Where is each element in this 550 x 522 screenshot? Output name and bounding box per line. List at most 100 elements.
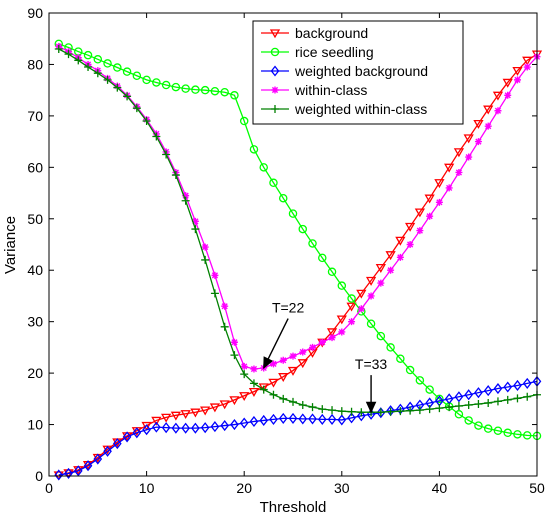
data-point bbox=[240, 370, 249, 379]
data-point bbox=[464, 389, 474, 401]
y-tick-label: 60 bbox=[27, 159, 43, 175]
data-point bbox=[367, 292, 375, 300]
legend-label: within-class bbox=[294, 82, 367, 98]
data-point bbox=[220, 420, 230, 432]
data-point bbox=[454, 391, 464, 403]
legend-item: within-class bbox=[261, 82, 367, 98]
data-point bbox=[523, 392, 532, 401]
data-point bbox=[426, 212, 434, 220]
data-point bbox=[347, 407, 356, 416]
y-tick-label: 40 bbox=[27, 262, 43, 278]
data-point bbox=[83, 460, 93, 472]
data-point bbox=[503, 381, 513, 393]
data-point bbox=[387, 266, 395, 274]
y-tick-label: 50 bbox=[27, 211, 43, 227]
x-tick-label: 10 bbox=[139, 480, 155, 496]
data-point bbox=[73, 465, 83, 477]
data-point bbox=[240, 362, 248, 370]
data-point bbox=[395, 236, 406, 246]
x-tick-label: 50 bbox=[529, 480, 545, 496]
data-point bbox=[454, 410, 464, 419]
data-point bbox=[268, 378, 279, 388]
data-point bbox=[365, 276, 377, 286]
data-point bbox=[299, 348, 307, 356]
data-point bbox=[522, 377, 532, 389]
data-point bbox=[152, 132, 161, 141]
data-point bbox=[298, 224, 308, 234]
data-point bbox=[151, 416, 162, 426]
data-point bbox=[83, 50, 93, 60]
data-point bbox=[180, 410, 191, 420]
data-point bbox=[289, 397, 297, 406]
data-point bbox=[465, 153, 473, 161]
data-point bbox=[415, 376, 425, 385]
data-point bbox=[425, 385, 434, 394]
data-point bbox=[211, 271, 219, 279]
data-point bbox=[182, 192, 190, 200]
data-point bbox=[84, 63, 93, 72]
legend-item: background bbox=[261, 25, 368, 41]
data-point bbox=[455, 168, 463, 176]
data-point bbox=[171, 82, 181, 92]
legend-marker bbox=[271, 86, 279, 94]
data-point bbox=[221, 302, 229, 310]
data-point bbox=[181, 196, 190, 205]
data-point bbox=[513, 76, 521, 84]
data-point bbox=[493, 382, 503, 395]
annotation-label: T=22 bbox=[272, 300, 305, 316]
data-point bbox=[318, 338, 326, 346]
data-point bbox=[298, 401, 307, 410]
axis-ticks: 0 10 20 30 40 50 0 10 20 30 40 50 60 70 80 90 bbox=[27, 5, 545, 496]
data-point bbox=[220, 322, 229, 331]
data-point bbox=[259, 414, 269, 426]
data-point bbox=[122, 67, 132, 76]
data-point bbox=[112, 438, 122, 450]
data-point bbox=[210, 289, 219, 298]
data-point bbox=[377, 279, 385, 287]
data-point bbox=[357, 408, 366, 417]
data-point bbox=[336, 315, 347, 325]
data-point bbox=[366, 319, 376, 328]
data-point bbox=[269, 413, 278, 425]
data-point bbox=[190, 408, 201, 418]
data-point bbox=[122, 431, 132, 443]
data-point bbox=[473, 119, 484, 129]
data-point bbox=[93, 69, 102, 78]
data-point bbox=[269, 390, 278, 399]
series-weighted-within-class bbox=[54, 45, 541, 417]
data-point bbox=[239, 116, 249, 126]
x-tick-label: 0 bbox=[45, 480, 53, 496]
data-point bbox=[239, 417, 249, 429]
data-point bbox=[248, 387, 260, 397]
data-point bbox=[298, 413, 308, 425]
data-point bbox=[396, 407, 405, 416]
data-point bbox=[142, 75, 151, 85]
data-point bbox=[357, 305, 365, 313]
data-point bbox=[308, 403, 317, 412]
data-point bbox=[327, 413, 337, 425]
data-point bbox=[453, 148, 465, 158]
data-point bbox=[406, 241, 414, 248]
data-point bbox=[484, 398, 493, 407]
data-point bbox=[513, 379, 522, 392]
data-point bbox=[132, 104, 141, 113]
data-point bbox=[239, 392, 250, 402]
data-point bbox=[230, 91, 239, 100]
x-tick-label: 30 bbox=[334, 480, 350, 496]
data-point bbox=[463, 134, 474, 144]
data-point bbox=[287, 366, 299, 376]
data-point bbox=[278, 373, 289, 383]
data-point bbox=[338, 328, 346, 336]
data-point bbox=[356, 289, 367, 299]
data-point bbox=[406, 406, 415, 415]
data-point bbox=[512, 66, 523, 76]
data-point bbox=[493, 397, 502, 406]
data-point bbox=[258, 383, 269, 393]
data-point bbox=[504, 91, 512, 99]
data-point bbox=[474, 387, 483, 399]
data-point bbox=[201, 255, 210, 264]
data-point bbox=[337, 414, 347, 426]
data-point bbox=[181, 422, 190, 434]
data-point bbox=[386, 343, 395, 352]
data-point bbox=[103, 75, 112, 84]
